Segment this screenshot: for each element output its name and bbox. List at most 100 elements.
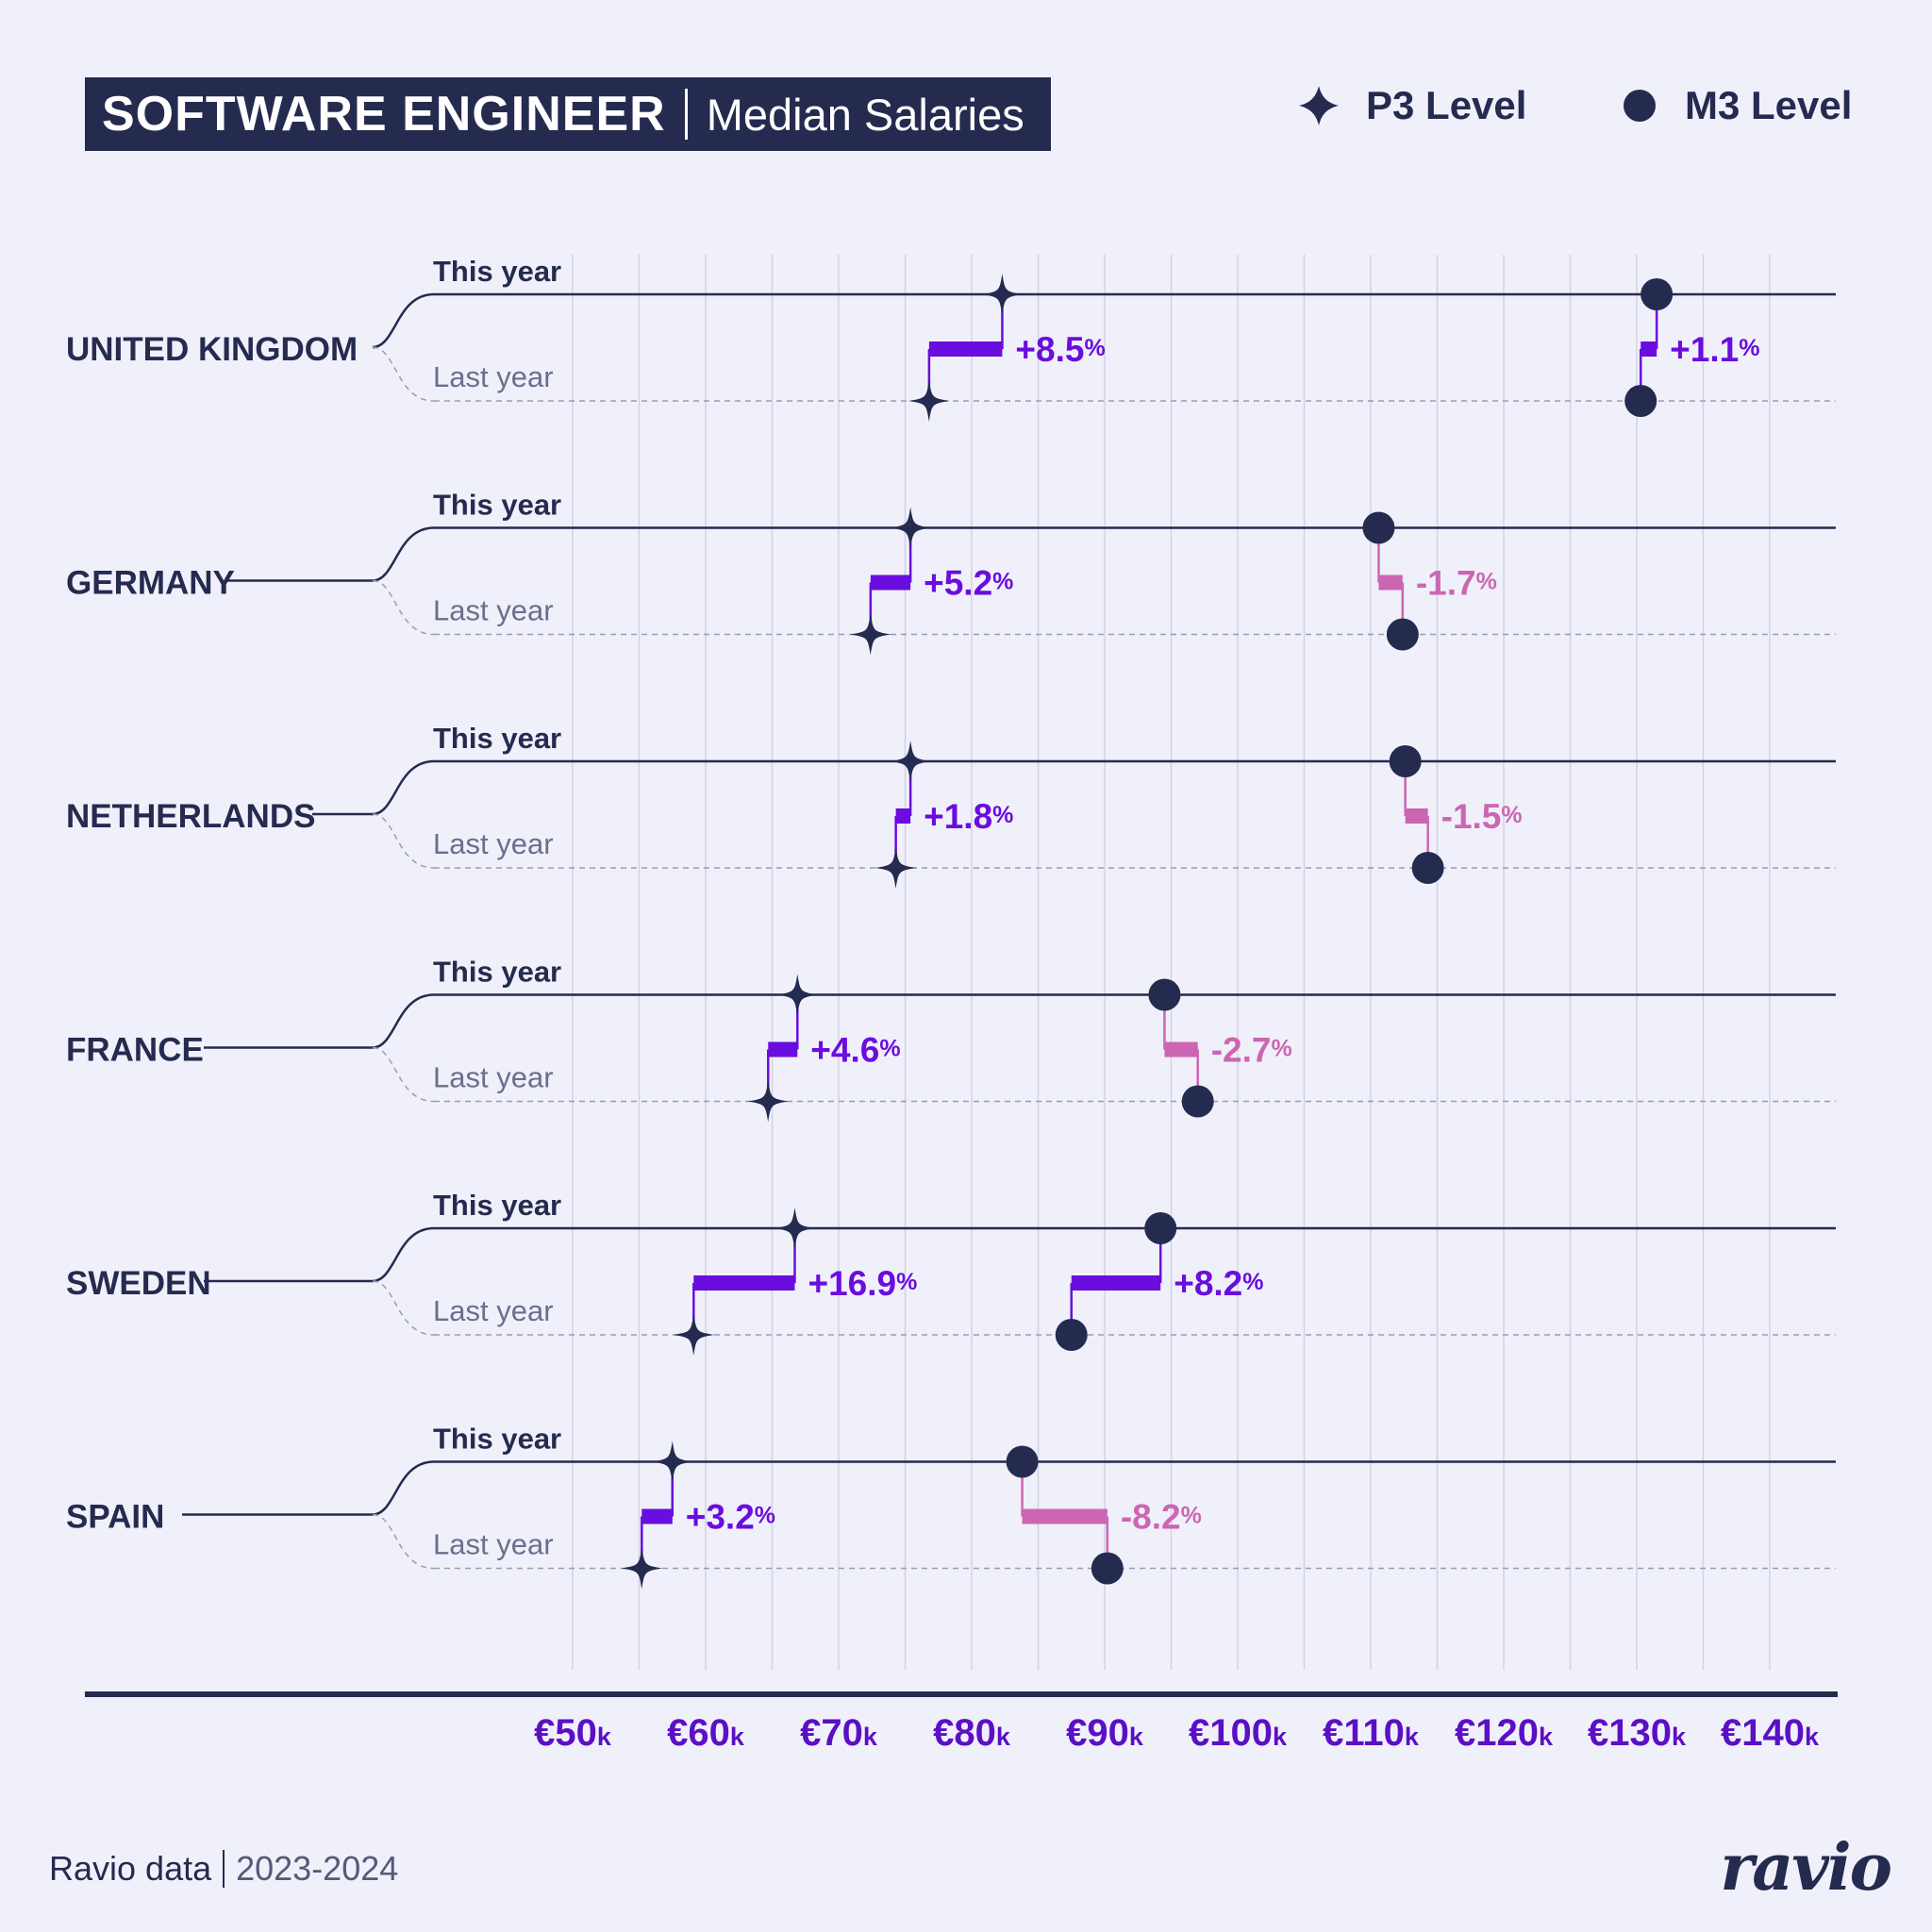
x-tick-value: €60 [667,1712,730,1754]
p3-last-year-marker [673,1314,715,1356]
p3-change-label: +5.2% [924,564,1013,603]
change-unit: % [1242,1269,1263,1295]
legend-p3: P3 Level [1298,83,1526,128]
x-tick-label: €60k [667,1712,745,1754]
p3-change-bar [693,1275,795,1291]
x-tick-label: €100k [1189,1712,1288,1754]
last-year-label: Last year [433,1061,554,1094]
x-tick-value: €120 [1455,1712,1539,1754]
p3-this-year-marker [890,507,932,549]
m3-change-label: +1.1% [1670,330,1759,369]
change-value: +5.2 [924,564,992,603]
m3-last-year-marker [1091,1552,1124,1585]
x-tick-unit: k [1672,1723,1687,1751]
p3-last-year-marker [908,380,950,422]
x-tick-value: €130 [1588,1712,1672,1754]
country-label: FRANCE [66,1032,204,1069]
change-unit: % [992,569,1013,595]
country-label: NETHERLANDS [66,798,315,835]
m3-change-label: -2.7% [1211,1031,1292,1070]
country-label: GERMANY [66,565,235,602]
this-year-curve [372,993,435,1049]
footer-separator [223,1850,225,1888]
x-tick-unit: k [597,1723,612,1751]
country-label: UNITED KINGDOM [66,331,358,368]
x-tick-label: €80k [933,1712,1011,1754]
last-year-label: Last year [433,594,554,627]
footer: Ravio data 2023-2024 [49,1849,398,1889]
change-value: -1.7 [1416,564,1476,603]
change-unit: % [755,1503,775,1529]
m3-last-year-marker [1624,385,1657,417]
p3-change-bar [768,1041,798,1058]
change-value: +1.1 [1670,330,1739,369]
legend-m3-label: M3 Level [1685,83,1853,127]
ravio-logo: ravio [1720,1830,1892,1906]
this-year-label: This year [433,255,561,288]
p3-change-label: +3.2% [686,1498,775,1537]
change-unit: % [1501,802,1522,828]
m3-change-label: -8.2% [1121,1498,1202,1537]
p3-this-year-marker [776,974,819,1016]
this-year-label: This year [433,722,561,755]
x-tick-unit: k [1805,1723,1820,1751]
m3-this-year-marker [1641,278,1674,310]
change-value: -8.2 [1121,1498,1181,1537]
p3-last-year-marker [747,1080,790,1123]
title-subtitle: Median Salaries [706,89,1024,140]
circle-icon [1624,90,1656,122]
m3-last-year-marker [1411,852,1444,884]
x-tick-label: €90k [1066,1712,1144,1754]
this-year-curve [372,1226,435,1283]
change-unit: % [1476,569,1497,595]
x-tick-value: €140 [1721,1712,1805,1754]
change-unit: % [1271,1036,1291,1062]
last-year-curve [372,579,435,636]
m3-change-label: +8.2% [1174,1264,1263,1303]
x-tick-label: €130k [1588,1712,1687,1754]
p3-change-label: +16.9% [808,1264,917,1303]
x-tick-unit: k [1539,1723,1554,1751]
x-tick-value: €80 [933,1712,996,1754]
p3-last-year-marker [874,847,917,889]
this-year-curve [372,759,435,816]
m3-change-bar [1641,341,1657,357]
last-year-label: Last year [433,1528,554,1561]
change-value: +4.6 [810,1031,879,1070]
m3-this-year-marker [1006,1445,1039,1478]
last-year-curve [372,1513,435,1570]
m3-change-label: -1.5% [1441,797,1523,836]
last-year-curve [372,346,435,402]
m3-this-year-marker [1389,745,1422,777]
footer-source: Ravio data [49,1849,212,1888]
chart-title: SOFTWARE ENGINEER Median Salaries [85,77,1051,151]
x-tick-unit: k [1405,1723,1420,1751]
m3-change-bar [1071,1275,1161,1291]
p3-change-bar [928,341,1003,357]
change-value: +3.2 [686,1498,755,1537]
footer-years: 2023-2024 [236,1849,399,1888]
m3-this-year-marker [1362,511,1395,544]
title-job: SOFTWARE ENGINEER [102,87,666,142]
last-year-curve [372,813,435,869]
x-tick-label: €70k [800,1712,878,1754]
x-tick-unit: k [863,1723,878,1751]
p3-change-label: +1.8% [924,797,1013,836]
title-separator [684,89,688,140]
change-value: +16.9 [808,1264,896,1303]
m3-this-year-marker [1144,1212,1177,1244]
m3-change-bar [1164,1041,1198,1058]
p3-last-year-marker [849,613,891,656]
change-unit: % [1084,335,1105,361]
change-value: +8.5 [1015,330,1084,369]
change-unit: % [1739,335,1759,361]
p3-this-year-marker [774,1208,816,1249]
x-tick-value: €110 [1323,1712,1405,1754]
x-tick-value: €70 [800,1712,863,1754]
last-year-label: Last year [433,1294,554,1327]
